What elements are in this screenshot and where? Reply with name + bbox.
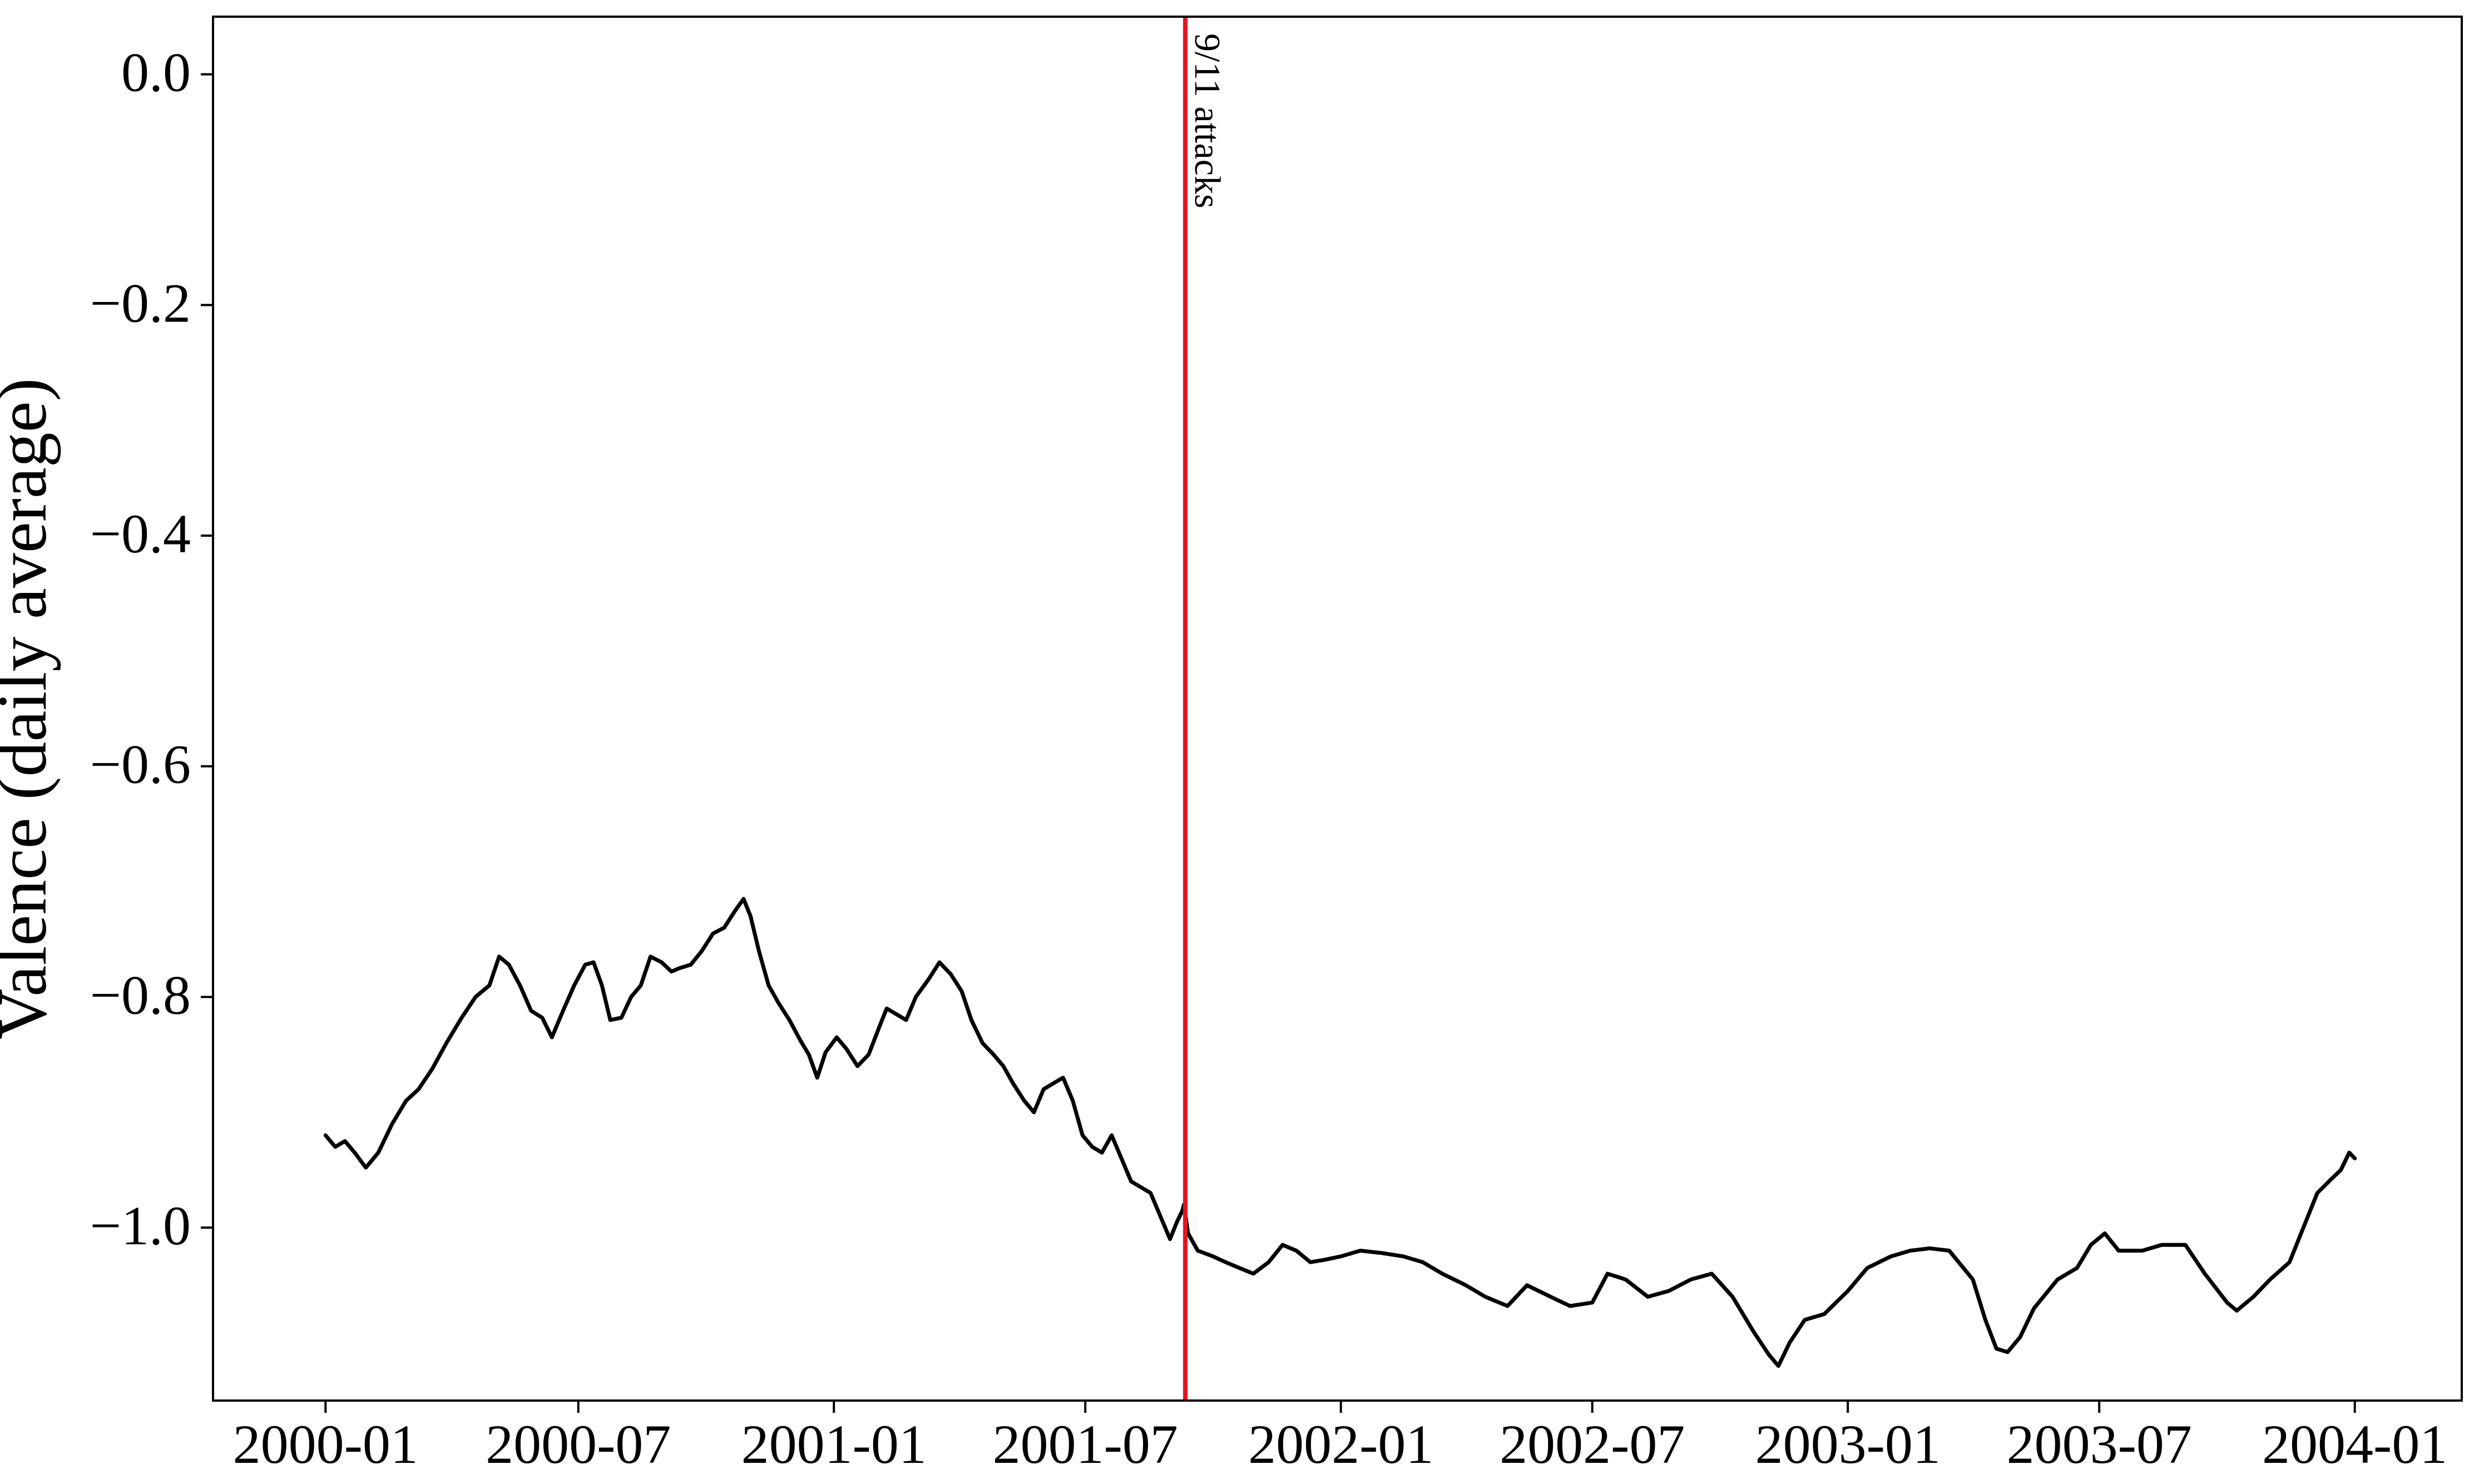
x-tick-label: 2002-07 [1500, 1413, 1685, 1475]
plot-frame [212, 16, 2463, 1402]
y-tick-label: −0.4 [90, 503, 191, 565]
x-tick-label: 2001-07 [993, 1413, 1178, 1475]
y-tick-label: −0.6 [90, 734, 191, 795]
y-tick-label: −1.0 [90, 1195, 191, 1257]
x-tick-label: 2001-01 [741, 1413, 927, 1475]
x-tick-label: 2000-07 [486, 1413, 671, 1475]
y-tick-label: −0.8 [90, 964, 191, 1026]
y-tick-label: 0.0 [121, 42, 191, 103]
x-tick-label: 2002-01 [1248, 1413, 1433, 1475]
y-axis-label: Valence (daily average) [0, 378, 61, 1039]
y-axis-ticks: 0.0 −0.2 −0.4 −0.6 −0.8 −1.0 [90, 42, 213, 1257]
event-marker-label: 9/11 attacks [1187, 33, 1228, 209]
x-tick-label: 2003-07 [2007, 1413, 2192, 1475]
x-tick-label: 2004-01 [2262, 1413, 2447, 1475]
y-tick-label: −0.2 [90, 272, 191, 334]
x-axis-ticks: 2000-01 2000-07 2001-01 2001-07 2002-01 2002-… [233, 1401, 2447, 1475]
x-tick-label: 2003-01 [1755, 1413, 1941, 1475]
x-tick-label: 2000-01 [233, 1413, 418, 1475]
valence-series-line [323, 897, 2357, 1368]
